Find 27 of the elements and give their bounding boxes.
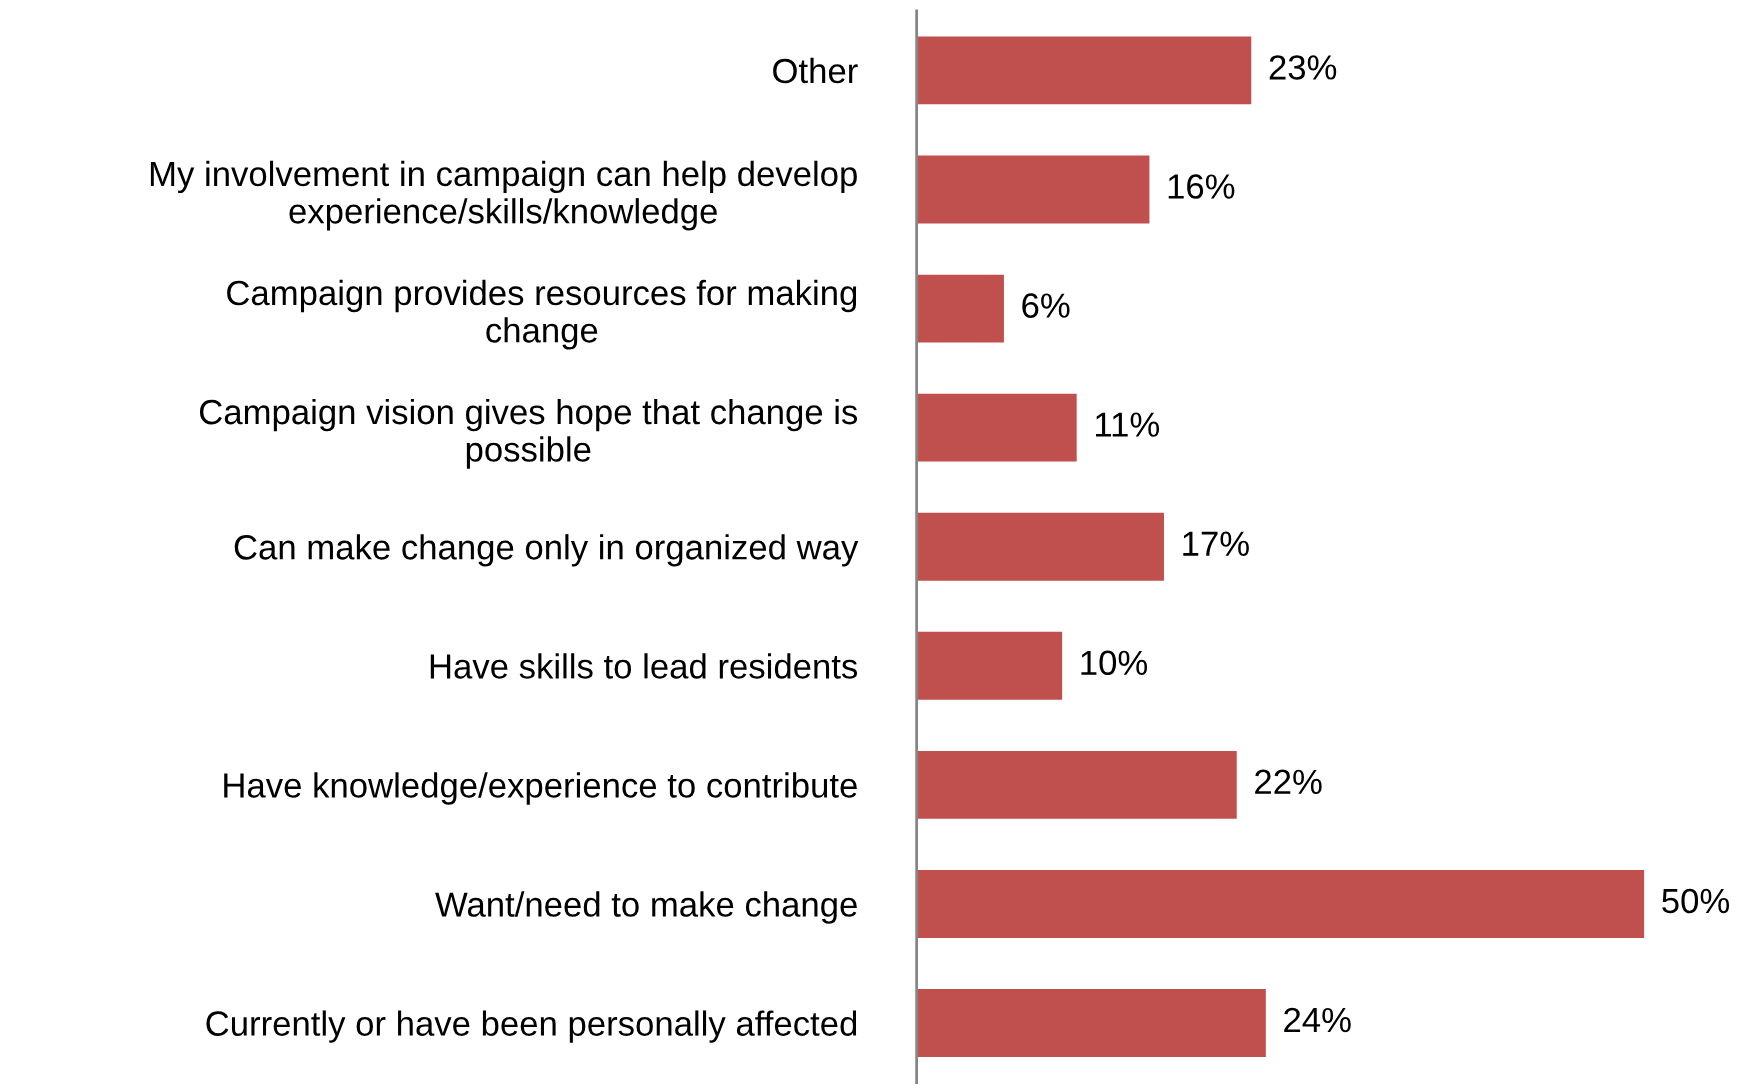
y-tick-label: Currently or have been personally affected <box>206 1010 857 1043</box>
y-tick-label: Campaign vision gives hope that change is possible <box>199 398 858 469</box>
data-label: 50% <box>1662 888 1730 914</box>
y-tick-label: My involvement in campaign can help develop experience/skills/knowledge <box>150 160 857 231</box>
bar <box>916 36 1252 105</box>
data-label: 22% <box>1255 769 1322 795</box>
bar <box>916 631 1063 700</box>
bar <box>916 274 1004 343</box>
data-label: 24% <box>1284 1007 1351 1033</box>
y-tick-label: Can make change only in organized way <box>234 534 859 567</box>
y-tick-label: Want/need to make change <box>435 891 857 924</box>
bar <box>916 870 1645 938</box>
y-tick-label: Have skills to lead residents <box>430 653 858 679</box>
data-label: 6% <box>1022 293 1070 318</box>
y-tick-label: Campaign provides resources for making change <box>227 279 857 350</box>
y-tick-label: Other <box>773 57 858 84</box>
bar <box>916 512 1164 581</box>
data-label: 23% <box>1269 55 1337 80</box>
bar <box>916 750 1237 819</box>
data-label: 11% <box>1095 412 1160 437</box>
bar <box>916 155 1150 224</box>
data-label: 16% <box>1168 174 1235 199</box>
bar <box>916 989 1266 1057</box>
data-label: 17% <box>1183 531 1249 556</box>
y-tick-label: Have knowledge/experience to contribute <box>224 772 857 805</box>
data-label: 10% <box>1081 650 1148 676</box>
bar <box>916 393 1077 462</box>
